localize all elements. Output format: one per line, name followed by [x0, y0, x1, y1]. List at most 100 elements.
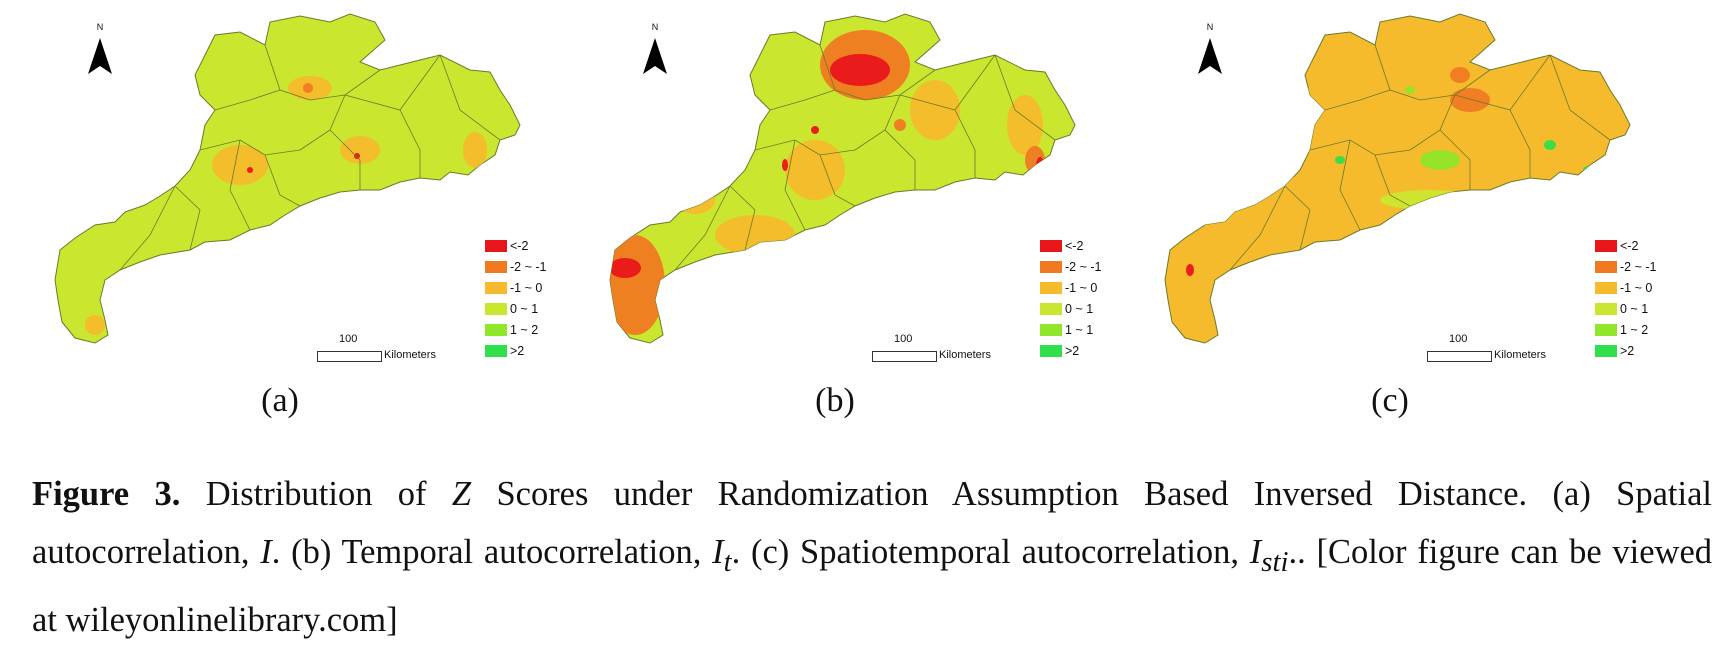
legend-label: 1 ~ 2 — [510, 322, 539, 337]
legend-item: 0 ~ 1 — [1595, 298, 1685, 319]
north-arrow-icon — [643, 38, 667, 74]
scale-bar: 100 Kilometers — [317, 333, 477, 363]
north-arrow: N — [1190, 22, 1230, 82]
map-panel-3: N <-2 -2 ~ -1 -1 ~ 0 0 ~ 1 1 ~ 2 >2 100 Kilom… — [1110, 0, 1670, 440]
zscore-region — [1450, 88, 1490, 112]
legend-swatch — [485, 281, 507, 294]
caption-text: . (c) Spatiotemporal autocorrelation, — [731, 533, 1250, 571]
legend-swatch — [1040, 260, 1062, 273]
zscore-region — [1380, 190, 1480, 210]
zscore-region — [1186, 264, 1194, 276]
legend-label: <-2 — [1065, 238, 1084, 253]
legend-label: -1 ~ 0 — [1620, 280, 1653, 295]
legend-label: >2 — [1620, 343, 1635, 358]
legend-item: -2 ~ -1 — [485, 256, 575, 277]
zscore-region — [340, 136, 380, 164]
zscore-region — [811, 126, 819, 134]
caption-i: I — [712, 533, 724, 571]
legend-swatch — [1595, 239, 1617, 252]
zscore-region — [1200, 170, 1320, 250]
zscore-region — [1405, 86, 1415, 94]
legend-label: -2 ~ -1 — [510, 259, 547, 274]
caption-sub-t: t — [723, 545, 732, 578]
scale-box — [1427, 351, 1492, 362]
north-label: N — [96, 22, 104, 32]
zscore-region — [610, 235, 665, 335]
zscore-region — [1279, 145, 1291, 155]
legend-item: <-2 — [1595, 235, 1685, 256]
north-arrow-icon — [1198, 38, 1222, 74]
scale-box — [317, 351, 382, 362]
legend-item: -1 ~ 0 — [1595, 277, 1685, 298]
legend-item: <-2 — [485, 235, 575, 256]
scale-bar: 100 Kilometers — [872, 333, 1032, 363]
legend-label: 1 ~ 1 — [1065, 322, 1094, 337]
legend-label: -1 ~ 0 — [510, 280, 543, 295]
legend-swatch — [1040, 323, 1062, 336]
province-map — [1164, 13, 1631, 344]
zscore-region — [1036, 157, 1044, 173]
scale-bar: 100 Kilometers — [1427, 333, 1587, 363]
map-panel-1: N <-2 -2 ~ -1 -1 ~ 0 0 ~ 1 1 ~ 2 >2 100 Kilom… — [0, 0, 560, 440]
legend-label: >2 — [510, 343, 525, 358]
legend: <-2 -2 ~ -1 -1 ~ 0 0 ~ 1 1 ~ 2 >2 — [485, 235, 575, 361]
zscore-region — [1335, 156, 1345, 164]
legend-swatch — [1595, 344, 1617, 357]
scale-unit: Kilometers — [384, 349, 436, 361]
zscore-region — [212, 145, 268, 185]
zscore-region — [247, 167, 253, 173]
legend-label: <-2 — [510, 238, 529, 253]
map-panel-2: N <-2 -2 ~ -1 -1 ~ 0 0 ~ 1 1 ~ 1 >2 100 Kilom… — [555, 0, 1115, 440]
legend-swatch — [485, 302, 507, 315]
caption-sub-sti: sti — [1261, 545, 1289, 578]
legend-item: 1 ~ 2 — [485, 319, 575, 340]
legend-label: -1 ~ 0 — [1065, 280, 1098, 295]
legend: <-2 -2 ~ -1 -1 ~ 0 0 ~ 1 1 ~ 1 >2 — [1040, 235, 1130, 361]
legend-item: -2 ~ -1 — [1595, 256, 1685, 277]
north-arrow: N — [635, 22, 675, 82]
legend-swatch — [1595, 302, 1617, 315]
panel-label: (b) — [815, 382, 855, 419]
legend-item: -1 ~ 0 — [485, 277, 575, 298]
caption-text: Scores under Randomization Assumption Ba… — [32, 475, 1712, 571]
legend-swatch — [1040, 302, 1062, 315]
legend-item: >2 — [1040, 340, 1130, 361]
legend-swatch — [485, 323, 507, 336]
legend-swatch — [1040, 239, 1062, 252]
legend-item: 0 ~ 1 — [1040, 298, 1130, 319]
north-arrow-icon — [88, 38, 112, 74]
legend-item: -2 ~ -1 — [1040, 256, 1130, 277]
panel-label: (c) — [1371, 382, 1409, 419]
panel-label: (a) — [261, 382, 299, 419]
legend-item: -1 ~ 0 — [1040, 277, 1130, 298]
caption-text: .. [Color figure can be viewed at wileyo… — [32, 533, 1713, 639]
zscore-region — [675, 186, 715, 214]
zscore-region — [1544, 140, 1556, 150]
legend-label: >2 — [1065, 343, 1080, 358]
zscore-region — [1221, 211, 1229, 219]
legend-swatch — [485, 344, 507, 357]
zscore-region — [1420, 150, 1460, 170]
legend-item: 1 ~ 1 — [1040, 319, 1130, 340]
caption-z: Z — [451, 475, 472, 513]
legend-swatch — [1040, 344, 1062, 357]
scale-value: 100 — [339, 333, 358, 345]
zscore-region — [782, 159, 788, 171]
legend-swatch — [1595, 260, 1617, 273]
north-arrow: N — [80, 22, 120, 82]
caption-i: I — [1249, 533, 1262, 571]
legend-item: >2 — [1595, 340, 1685, 361]
north-label: N — [1206, 22, 1214, 32]
province-map — [609, 13, 1076, 344]
north-label: N — [651, 22, 659, 32]
scale-unit: Kilometers — [1494, 349, 1546, 361]
zscore-region — [1007, 95, 1043, 155]
legend-swatch — [485, 239, 507, 252]
legend-label: -2 ~ -1 — [1620, 259, 1657, 274]
legend-label: 1 ~ 2 — [1620, 322, 1649, 337]
figure-number: Figure 3. — [32, 475, 181, 513]
zscore-region — [785, 140, 845, 200]
legend-label: 0 ~ 1 — [1065, 301, 1094, 316]
scale-unit: Kilometers — [939, 349, 991, 361]
zscore-region — [303, 83, 313, 93]
